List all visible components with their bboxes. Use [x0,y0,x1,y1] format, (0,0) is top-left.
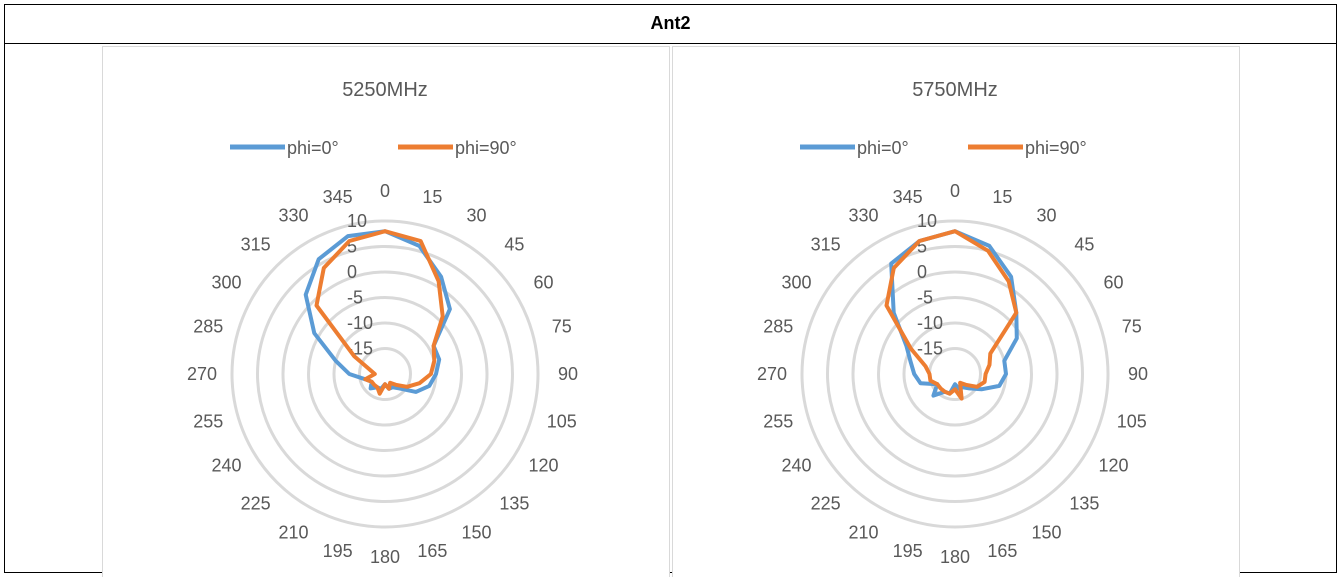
angle-label: 75 [552,317,572,337]
r-tick-label: -10 [347,313,373,333]
angle-label: 315 [811,235,841,255]
angle-label: 330 [848,206,878,226]
angle-label: 45 [504,235,524,255]
angle-label: 315 [241,235,271,255]
legend-label: phi=0° [287,138,339,158]
r-tick-label: 10 [917,211,937,231]
angle-label: 90 [1128,364,1148,384]
angle-label: 195 [323,541,353,561]
r-tick-label: -5 [917,288,933,308]
legend-label: phi=0° [857,138,909,158]
angle-label: 135 [499,493,529,513]
r-tick-label: 10 [347,211,367,231]
angle-label: 165 [417,541,447,561]
angle-label: 150 [1031,522,1061,542]
angle-label: 135 [1069,493,1099,513]
chart-title: 5250MHz [342,79,428,101]
r-tick-label: -5 [347,288,363,308]
angle-label: 240 [211,456,241,476]
angle-label: 240 [781,456,811,476]
angle-label: 255 [763,411,793,431]
angle-label: 270 [187,364,217,384]
angle-label: 300 [211,273,241,293]
angle-label: 165 [987,541,1017,561]
angle-label: 15 [422,187,442,207]
r-tick-label: 0 [917,262,927,282]
angle-label: 225 [241,493,271,513]
angle-label: 105 [547,411,577,431]
angle-label: 60 [1103,273,1123,293]
r-tick-label: -10 [917,313,943,333]
angle-label: 210 [848,522,878,542]
angle-label: 0 [950,181,960,201]
angle-label: 225 [811,493,841,513]
angle-label: 30 [1036,206,1056,226]
angle-label: 120 [528,456,558,476]
angle-label: 300 [781,273,811,293]
angle-label: 330 [278,206,308,226]
angle-label: 90 [558,364,578,384]
angle-label: 60 [533,273,553,293]
angle-label: 285 [763,317,793,337]
angle-label: 30 [466,206,486,226]
angle-label: 180 [940,547,970,567]
angle-label: 0 [380,181,390,201]
angle-label: 345 [893,187,923,207]
angle-label: 195 [893,541,923,561]
angle-label: 180 [370,547,400,567]
angle-label: 120 [1098,456,1128,476]
angle-label: 285 [193,317,223,337]
angle-label: 45 [1074,235,1094,255]
chart-title: 5750MHz [912,79,998,101]
angle-label: 270 [757,364,787,384]
angle-label: 150 [461,522,491,542]
angle-label: 210 [278,522,308,542]
r-tick-label: 0 [347,262,357,282]
angle-label: 105 [1117,411,1147,431]
table-header: Ant2 [4,4,1337,44]
angle-label: 15 [992,187,1012,207]
legend-label: phi=90° [455,138,517,158]
r-tick-label: -15 [917,339,943,359]
legend-label: phi=90° [1025,138,1087,158]
angle-label: 255 [193,411,223,431]
angle-label: 75 [1122,317,1142,337]
angle-label: 345 [323,187,353,207]
